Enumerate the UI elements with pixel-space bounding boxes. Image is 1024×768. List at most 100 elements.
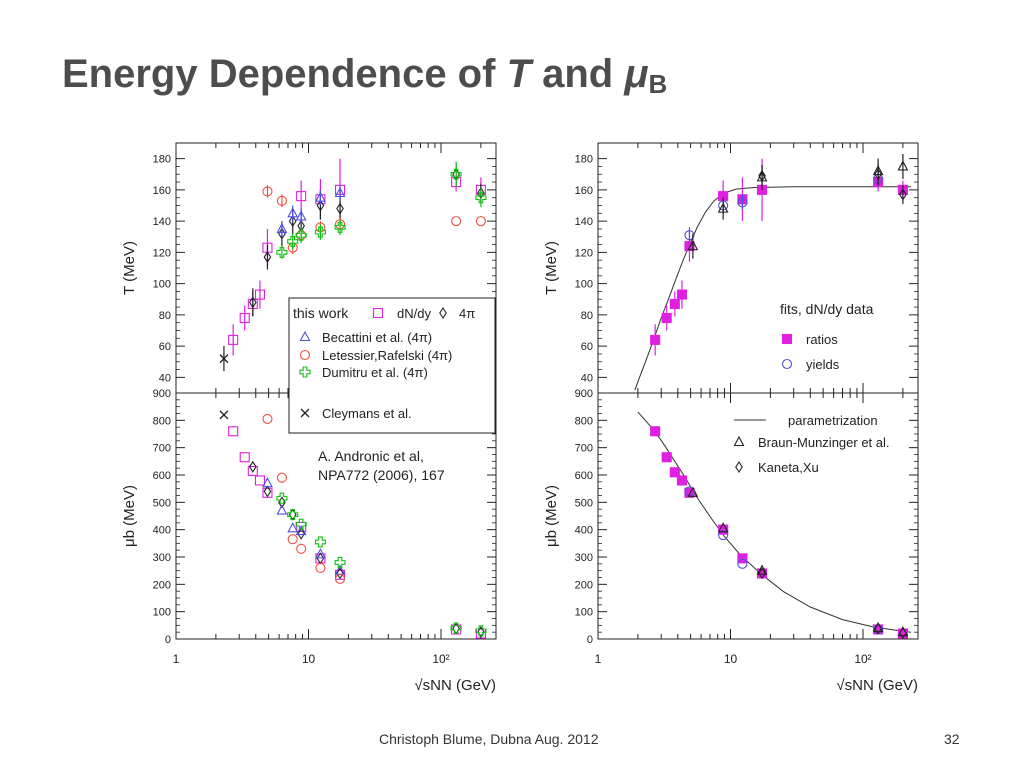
left-mu-ytick-label: 300 [153, 552, 171, 564]
right-t-point [899, 188, 907, 201]
left-t-ytick-label: 40 [159, 372, 171, 384]
left-t-point [314, 226, 326, 238]
right-mu-point [756, 564, 768, 575]
left-t-point [228, 334, 239, 345]
legend-dndy: dN/dy [397, 306, 431, 321]
right-mu-point [669, 467, 680, 478]
right-mu-panel: 0 100 200 300 400 500 600 700 800 900 1 10 10² μb (Me… [543, 388, 919, 694]
left-mu-point [315, 562, 326, 573]
right-t-point [669, 298, 680, 309]
left-mu-point [239, 452, 250, 463]
right-mu-ylabel: μb (MeV) [543, 485, 560, 547]
right-mu-ytick-label: 0 [587, 634, 593, 646]
legend-entry: parametrization [788, 413, 878, 428]
left-t-point [316, 199, 325, 212]
left-mu-point [219, 410, 229, 420]
right-mu-point [718, 530, 729, 541]
left-t-point [219, 354, 229, 364]
left-legend-box [288, 297, 496, 434]
right-t-point [737, 197, 748, 208]
left-t-point [295, 229, 307, 241]
left-t-point [276, 246, 288, 258]
left-mu-point [334, 556, 346, 569]
left-mu-point [316, 552, 325, 565]
right-mu-point [650, 426, 661, 437]
footer-author: Christoph Blume, Dubna Aug. 2012 [379, 731, 599, 747]
left-t-point [334, 221, 346, 233]
left-mu-point [263, 485, 272, 498]
right-mu-point [676, 475, 687, 486]
right-mu-point [874, 622, 882, 635]
right-mu-ytick-label: 700 [575, 443, 593, 455]
right-mu-ytick-label: 500 [575, 497, 593, 509]
left-mu-ytick-label: 900 [153, 388, 171, 400]
left-mu-point [287, 534, 298, 545]
right-mu-point [737, 558, 748, 569]
left-t-point [287, 207, 299, 218]
title-and: and [531, 52, 625, 96]
right-t-point [684, 230, 695, 241]
right-legend-title: fits, dN/dy data [780, 301, 874, 317]
right-mu-ytick-label: 900 [575, 388, 593, 400]
title-main: Energy Dependence of [62, 52, 507, 96]
left-t-point [254, 289, 265, 300]
left-mu-point [287, 509, 299, 521]
left-mu-point [315, 548, 326, 559]
left-t-point [475, 216, 486, 227]
left-mu-ytick-label: 100 [153, 607, 171, 619]
right-t-ytick-label: 140 [575, 216, 593, 228]
left-t-ytick-label: 140 [153, 216, 171, 228]
legend-entry: Becattini et al. (4π) [322, 330, 432, 345]
left-t-point [295, 210, 307, 221]
legend-entry: Dumitru et al. (4π) [322, 365, 428, 380]
right-t-fit-curve [634, 186, 911, 391]
right-mu-ytick-label: 100 [575, 607, 593, 619]
left-mu-ytick-label: 0 [165, 634, 171, 646]
left-t-point [248, 296, 257, 309]
legend-entry: Letessier,Rafelski (4π) [322, 348, 452, 363]
left-t-point [263, 251, 272, 264]
legend-marker [300, 408, 310, 418]
left-mu-point [296, 521, 307, 532]
right-mu-xtick-label: 10² [854, 652, 871, 666]
left-t-ytick-label: 180 [153, 154, 171, 166]
right-mu-point [717, 522, 729, 533]
legend-marker [299, 366, 311, 378]
left-t-ytick-label: 60 [159, 341, 171, 353]
left-t-ytick-label: 120 [153, 247, 171, 259]
citation-line-1: A. Andronic et al, [318, 448, 424, 464]
left-t-point [336, 202, 344, 215]
right-mu-point [758, 567, 766, 580]
right-mu-frame [597, 392, 919, 640]
right-mu-xtick-label: 1 [595, 652, 602, 666]
left-mu-point [297, 527, 306, 540]
right-t-ytick-label: 180 [575, 154, 593, 166]
left-mu-point [295, 524, 307, 536]
left-mu-xlabel: √sNN (GeV) [414, 677, 496, 694]
left-mu-xtick-label: 10 [302, 652, 316, 666]
legend-entry: Braun-Munzinger et al. [758, 435, 890, 450]
left-mu-ytick-label: 200 [153, 579, 171, 591]
right-t-point [717, 202, 729, 213]
left-mu-point [334, 573, 346, 584]
left-legend: this work dN/dy 4π Becattini et al. (4π) Let… [288, 297, 496, 434]
right-t-ytick-label: 160 [575, 185, 593, 197]
left-t-point [276, 195, 287, 206]
right-mu-point [687, 486, 699, 497]
left-mu-point [228, 426, 239, 437]
left-mu-ytick-label: 600 [153, 470, 171, 482]
title-sub-b: B [648, 69, 668, 99]
left-t-point [288, 215, 297, 228]
page-number: 32 [944, 731, 960, 747]
right-mu-xtick-label: 10 [724, 652, 738, 666]
left-mu-ytick-label: 700 [153, 443, 171, 455]
left-t-ytick-label: 160 [153, 185, 171, 197]
left-mu-ytick-label: 400 [153, 525, 171, 537]
right-t-panel: 40 60 80 100 120 140 160 180 T (MeV) [543, 142, 919, 394]
legend-this-work: this work [293, 305, 349, 321]
left-mu-ylabel: μb (MeV) [121, 485, 138, 547]
legend-marker [733, 435, 745, 447]
left-t-point [450, 168, 462, 180]
left-mu-point [262, 477, 273, 488]
